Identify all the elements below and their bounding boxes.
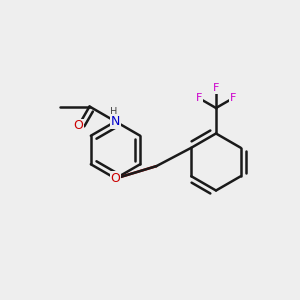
Text: F: F: [230, 93, 236, 103]
Text: F: F: [196, 93, 202, 103]
Text: O: O: [111, 172, 120, 185]
Text: F: F: [213, 83, 219, 94]
Text: N: N: [111, 115, 120, 128]
Text: H: H: [110, 107, 118, 117]
Text: O: O: [73, 119, 83, 133]
